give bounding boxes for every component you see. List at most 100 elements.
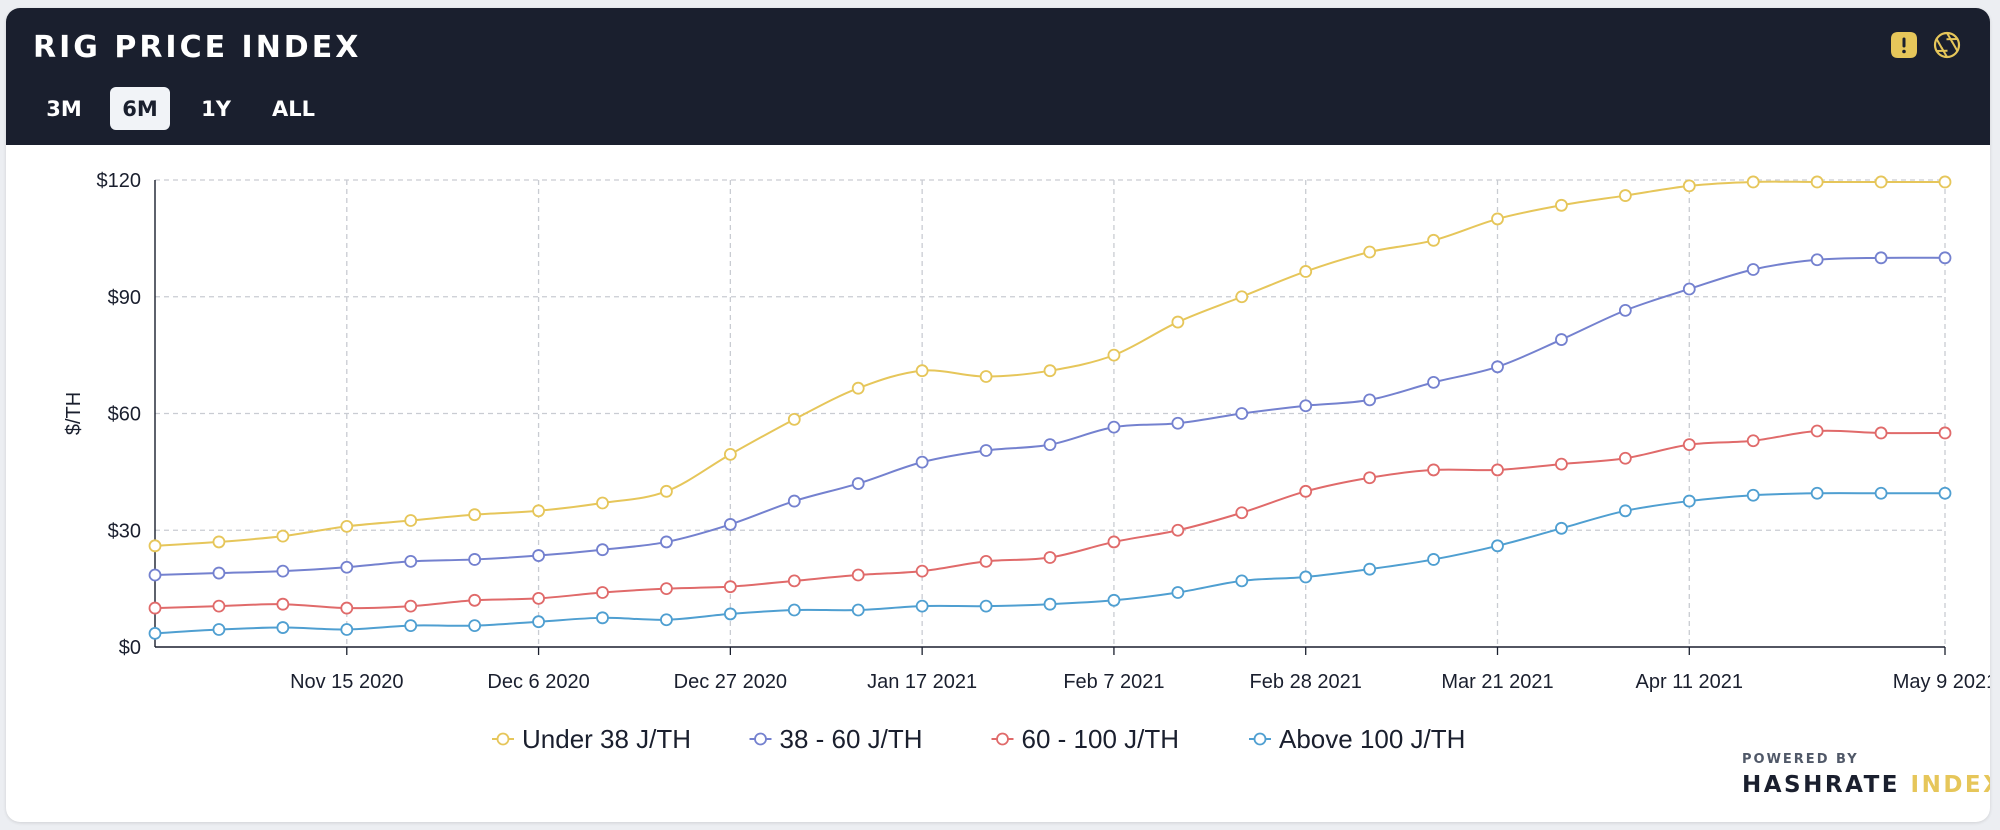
x-tick-label: Feb 7 2021 bbox=[1063, 671, 1164, 693]
data-point bbox=[1043, 551, 1057, 564]
powered-by-label: POWERED BY bbox=[1742, 752, 1859, 767]
data-point bbox=[1555, 457, 1568, 471]
data-point bbox=[1427, 375, 1440, 389]
data-point bbox=[1618, 303, 1632, 317]
data-point bbox=[212, 599, 226, 613]
data-point bbox=[979, 554, 993, 568]
data-point bbox=[1682, 179, 1696, 193]
data-point bbox=[596, 611, 609, 625]
range-button-3m[interactable]: 3M bbox=[46, 96, 82, 121]
data-point bbox=[340, 601, 354, 615]
legend-label: 38 - 60 J/TH bbox=[780, 724, 923, 754]
page-title: RIG PRICE INDEX bbox=[33, 30, 362, 65]
data-point bbox=[1363, 245, 1377, 259]
brand-suffix: INDEX bbox=[1910, 772, 1990, 798]
data-point bbox=[915, 455, 929, 469]
data-point bbox=[979, 444, 993, 457]
data-point bbox=[148, 568, 162, 582]
data-point bbox=[276, 529, 290, 543]
y-tick-label: $90 bbox=[108, 287, 141, 309]
range-button-all[interactable]: ALL bbox=[272, 96, 316, 121]
data-point bbox=[1491, 539, 1504, 553]
data-point bbox=[1874, 251, 1888, 265]
data-point bbox=[787, 412, 801, 426]
legend-swatch-marker bbox=[1253, 732, 1267, 746]
data-point bbox=[1427, 233, 1440, 247]
data-point bbox=[1107, 593, 1121, 607]
data-point bbox=[1874, 175, 1888, 189]
data-point bbox=[723, 607, 737, 621]
data-point bbox=[1235, 290, 1249, 304]
data-point bbox=[1746, 175, 1760, 189]
data-point bbox=[1043, 597, 1057, 611]
x-tick-label: Dec 6 2020 bbox=[487, 671, 589, 693]
data-point bbox=[723, 580, 737, 594]
data-point bbox=[1491, 463, 1504, 477]
data-point bbox=[1427, 463, 1440, 477]
data-point bbox=[787, 494, 801, 508]
data-point bbox=[148, 539, 162, 553]
aperture-icon[interactable] bbox=[1932, 30, 1962, 60]
data-point bbox=[1746, 263, 1760, 276]
legend-label: Above 100 J/TH bbox=[1279, 724, 1465, 754]
data-point bbox=[851, 381, 865, 395]
data-point bbox=[1810, 486, 1824, 500]
data-point bbox=[660, 484, 673, 498]
data-point bbox=[1107, 348, 1121, 362]
data-point bbox=[1938, 175, 1952, 189]
data-point bbox=[404, 554, 418, 568]
data-point bbox=[276, 621, 290, 634]
data-point bbox=[212, 623, 226, 636]
data-point bbox=[1682, 282, 1696, 296]
data-point bbox=[660, 582, 673, 596]
x-tick-label: Dec 27 2020 bbox=[674, 671, 787, 693]
data-point bbox=[276, 564, 290, 578]
legend-swatch-marker bbox=[754, 732, 767, 746]
legend-label: 60 - 100 J/TH bbox=[1022, 724, 1180, 754]
data-point bbox=[1363, 393, 1377, 407]
x-tick-label: Mar 21 2021 bbox=[1441, 671, 1553, 693]
data-point bbox=[1363, 471, 1377, 485]
data-point bbox=[1363, 562, 1377, 576]
data-point bbox=[532, 504, 545, 518]
data-point bbox=[1682, 494, 1696, 508]
x-tick-label: Nov 15 2020 bbox=[290, 671, 403, 693]
warning-icon[interactable] bbox=[1889, 30, 1919, 60]
data-point bbox=[212, 535, 226, 549]
data-point bbox=[1107, 535, 1121, 549]
data-point bbox=[851, 603, 865, 617]
y-tick-label: $60 bbox=[108, 404, 141, 426]
legend-label: Under 38 J/TH bbox=[522, 724, 691, 754]
hashrate-index-logo[interactable]: HASHRATE INDEX bbox=[1742, 772, 1990, 798]
range-button-6m[interactable]: 6M bbox=[110, 87, 170, 130]
data-point bbox=[1874, 426, 1888, 440]
data-point bbox=[1043, 364, 1057, 378]
data-point bbox=[1618, 189, 1632, 202]
data-point bbox=[468, 619, 482, 632]
data-point bbox=[1491, 360, 1504, 374]
data-point bbox=[1043, 438, 1057, 452]
data-point bbox=[915, 364, 929, 378]
data-point bbox=[148, 626, 162, 640]
rig-price-index-card: RIG PRICE INDEX 3M 6M 1Y ALL $0 $30 $60 $90… bbox=[6, 8, 1990, 822]
y-tick-label: $120 bbox=[97, 170, 142, 192]
data-point bbox=[596, 543, 609, 557]
data-point bbox=[1235, 407, 1249, 420]
data-point bbox=[1938, 426, 1952, 440]
data-point bbox=[468, 553, 482, 566]
data-point bbox=[532, 615, 545, 629]
data-point bbox=[1682, 438, 1696, 452]
data-point bbox=[851, 477, 865, 490]
y-tick-label: $30 bbox=[108, 520, 141, 542]
data-point bbox=[1235, 574, 1249, 588]
data-point bbox=[1618, 451, 1632, 465]
data-point bbox=[1427, 553, 1440, 566]
brand-name: HASHRATE bbox=[1742, 772, 1900, 798]
data-point bbox=[979, 599, 993, 613]
data-point bbox=[1171, 523, 1185, 537]
data-point bbox=[1810, 253, 1824, 267]
range-button-1y[interactable]: 1Y bbox=[201, 96, 231, 121]
data-point bbox=[723, 447, 737, 461]
data-point bbox=[1107, 420, 1121, 434]
data-point bbox=[404, 599, 418, 613]
